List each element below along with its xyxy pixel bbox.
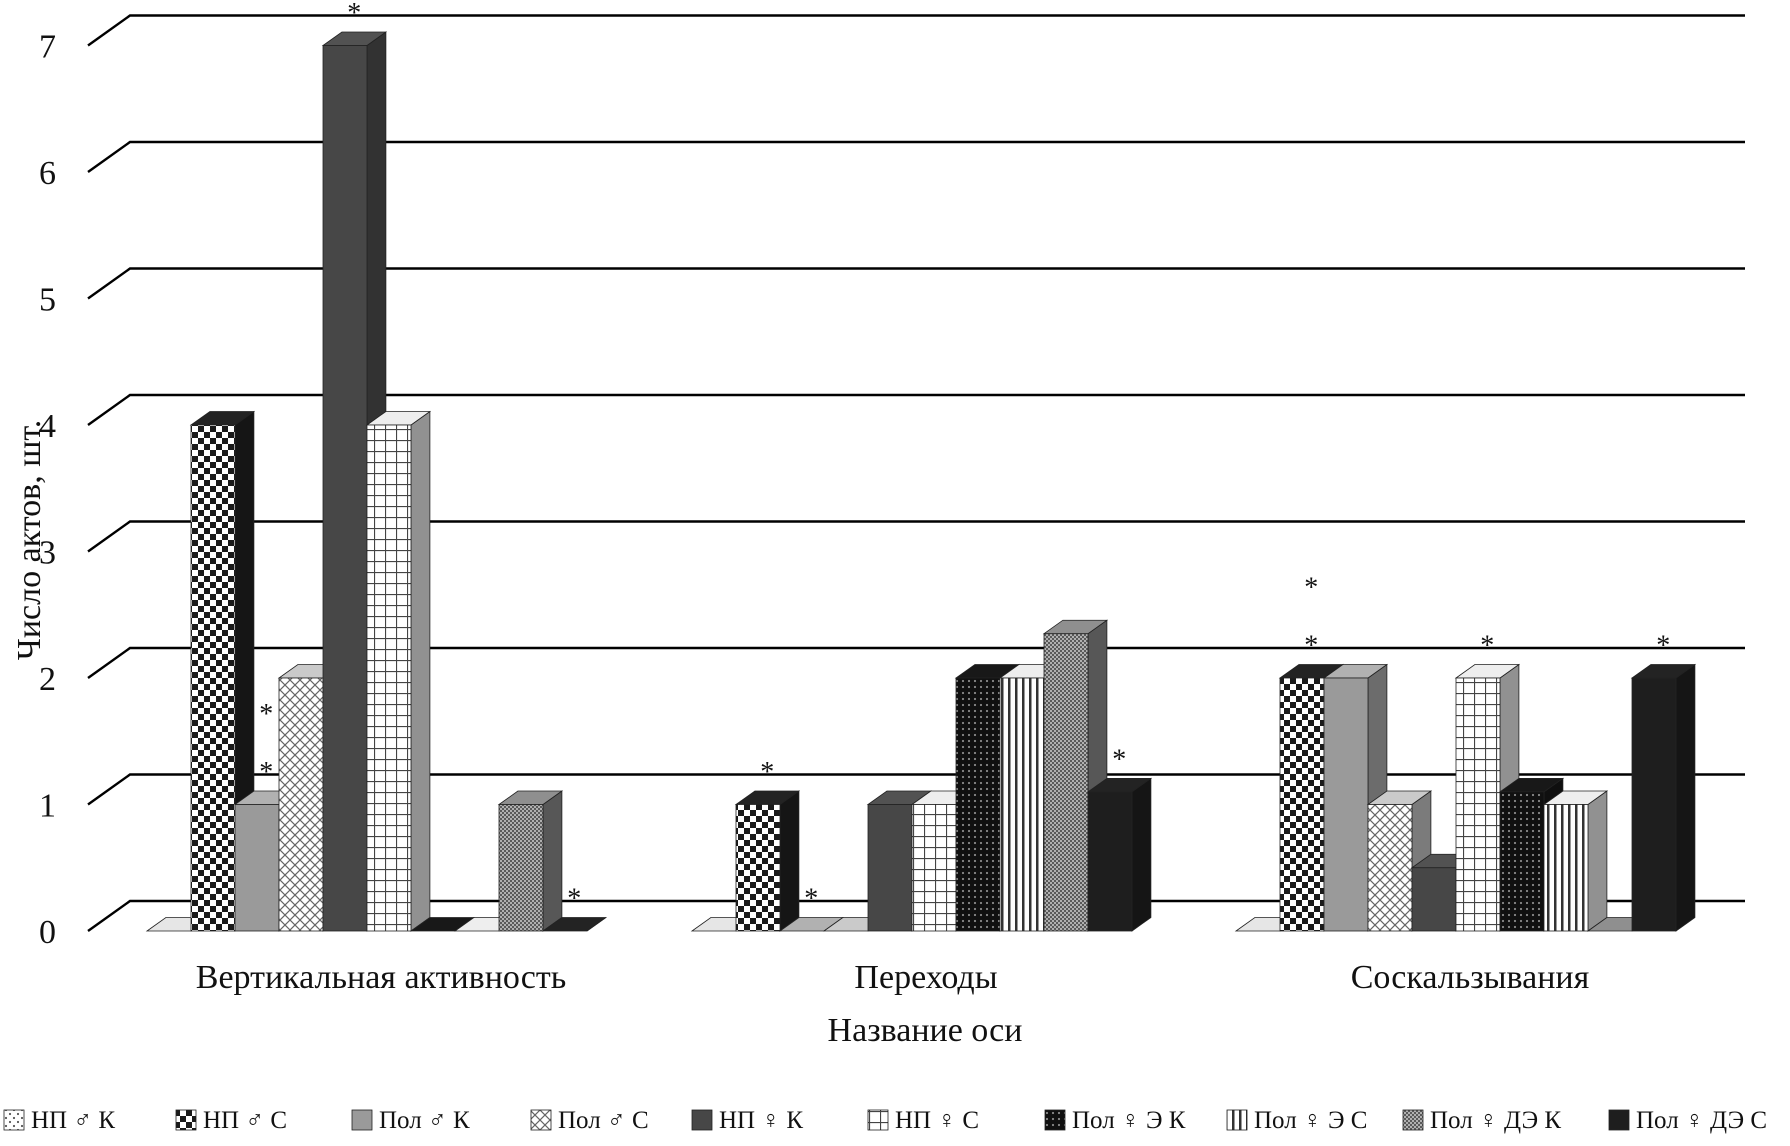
significance-star: *	[259, 699, 273, 730]
y-axis-title: Число актов, шт.	[11, 420, 48, 660]
legend-item: Пол ♂ С	[530, 1107, 649, 1134]
gridline	[87, 140, 1745, 173]
legend-item: Пол ♀ ДЭ С	[1608, 1107, 1767, 1134]
gridline	[87, 393, 1745, 426]
significance-star: *	[804, 884, 818, 915]
significance-star: *	[1304, 573, 1318, 604]
significance-star: *	[1480, 631, 1494, 662]
category-labels: Вертикальная активность Переходы Соскальзы…	[196, 959, 1590, 996]
bar	[541, 917, 608, 932]
legend-label: НП ♂ К	[31, 1107, 115, 1134]
bar	[1086, 777, 1153, 932]
legend-label: НП ♀ К	[719, 1107, 803, 1134]
legend-item: Пол ♂ К	[351, 1107, 470, 1134]
x-category-label: Вертикальная активность	[196, 959, 566, 996]
x-category-label: Соскальзывания	[1351, 959, 1590, 996]
bar	[1542, 790, 1609, 932]
significance-star: *	[259, 757, 273, 788]
legend-item: НП ♀ К	[691, 1107, 803, 1134]
legend-swatch	[3, 1109, 25, 1131]
legend-swatch	[530, 1109, 552, 1131]
gridline	[87, 899, 1745, 932]
bar	[1630, 663, 1697, 932]
legend-label: Пол ♂ С	[558, 1107, 649, 1134]
x-category-label: Переходы	[854, 959, 997, 996]
significance-star: *	[567, 884, 581, 915]
significance-star: *	[347, 0, 361, 29]
legend-label: НП ♀ С	[895, 1107, 979, 1134]
legend-label: Пол ♀ Э С	[1254, 1107, 1367, 1134]
legend-swatch	[1226, 1109, 1248, 1131]
legend: НП ♂ К НП ♂ С Пол ♂ К Пол ♂ С НП ♀ К НП ♀ С По…	[3, 1107, 1767, 1134]
legend-item: Пол ♀ ДЭ К	[1402, 1107, 1561, 1134]
legend-swatch	[351, 1109, 373, 1131]
legend-label: Пол ♂ К	[379, 1107, 470, 1134]
legend-item: Пол ♀ Э С	[1226, 1107, 1367, 1134]
legend-swatch	[691, 1109, 713, 1131]
legend-swatch	[1044, 1109, 1066, 1131]
y-tick-label: 1	[39, 788, 56, 825]
significance-star: *	[1656, 631, 1670, 662]
bar	[734, 790, 801, 932]
gridlines	[87, 14, 1745, 932]
bar	[365, 410, 432, 932]
y-tick-label: 5	[39, 282, 56, 319]
legend-item: НП ♂ С	[175, 1107, 287, 1134]
x-axis-title: Название оси	[828, 1012, 1023, 1049]
significance-star: *	[1112, 744, 1126, 775]
y-tick-label: 3	[39, 535, 56, 572]
legend-label: НП ♂ С	[203, 1107, 287, 1134]
legend-swatch	[867, 1109, 889, 1131]
gridline	[87, 267, 1745, 300]
legend-swatch	[175, 1109, 197, 1131]
gridline	[87, 520, 1745, 553]
bar	[497, 790, 564, 932]
significance-star: *	[760, 757, 774, 788]
y-tick-label: 7	[39, 29, 56, 66]
y-tick-label: 4	[39, 408, 56, 445]
bars	[145, 31, 1697, 932]
significance-star: *	[1304, 631, 1318, 662]
legend-swatch	[1402, 1109, 1424, 1131]
gridline	[87, 646, 1745, 679]
gridline	[87, 773, 1745, 806]
y-axis-ticks: 0 1 2 3 4 5 6 7	[39, 29, 56, 952]
legend-label: Пол ♀ Э К	[1072, 1107, 1186, 1134]
y-tick-label: 6	[39, 155, 56, 192]
legend-item: Пол ♀ Э К	[1044, 1107, 1186, 1134]
legend-item: НП ♀ С	[867, 1107, 979, 1134]
y-tick-label: 0	[39, 914, 56, 951]
y-tick-label: 2	[39, 661, 56, 698]
significance-marks: * * * * * * * * * * *	[259, 0, 1670, 915]
legend-label: Пол ♀ ДЭ С	[1636, 1107, 1767, 1134]
legend-swatch	[1608, 1109, 1630, 1131]
legend-label: Пол ♀ ДЭ К	[1430, 1107, 1561, 1134]
legend-item: НП ♂ К	[3, 1107, 115, 1134]
gridline	[87, 14, 1745, 47]
